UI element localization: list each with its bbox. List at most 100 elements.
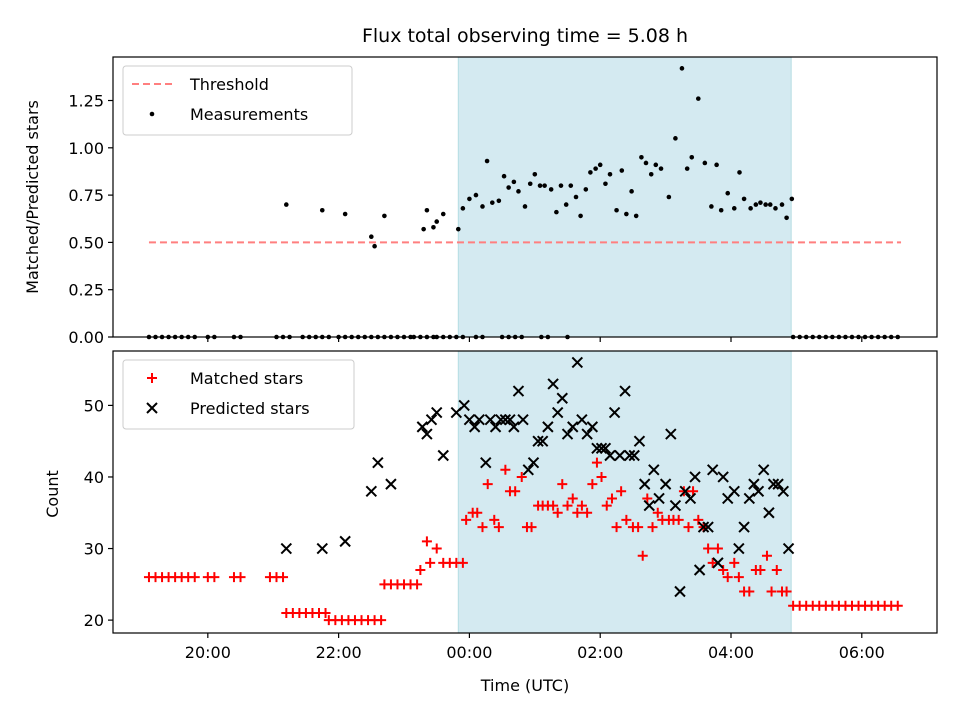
predicted-star-marker xyxy=(576,414,588,426)
predicted-star-marker xyxy=(604,449,616,462)
predicted-star-marker xyxy=(547,378,559,390)
matched-star-marker xyxy=(209,572,220,583)
y-tick-label: 0.75 xyxy=(68,186,104,205)
matched-star-marker xyxy=(729,557,740,568)
measurement-point xyxy=(588,170,593,175)
measurement-point xyxy=(527,181,533,187)
predicted-star-marker xyxy=(421,428,433,440)
measurement-point xyxy=(633,213,639,219)
measurement-point xyxy=(369,234,374,240)
predicted-star-marker xyxy=(468,421,481,433)
measurement-point xyxy=(758,200,763,205)
matched-star-marker xyxy=(421,536,432,547)
matched-star-marker xyxy=(572,507,583,518)
y-tick-label: 20 xyxy=(84,611,104,630)
matched-star-marker xyxy=(647,522,658,533)
legend-label: Measurements xyxy=(190,105,308,124)
matched-star-marker xyxy=(766,586,777,597)
predicted-star-marker xyxy=(623,449,636,462)
measurement-point xyxy=(467,196,472,202)
legend-predicted-swatch xyxy=(146,402,158,414)
matched-star-marker xyxy=(601,500,612,511)
matched-star-marker xyxy=(526,522,537,533)
measurement-point xyxy=(284,202,289,207)
predicted-star-marker xyxy=(702,521,714,533)
measurement-point xyxy=(440,211,446,217)
predicted-star-marker xyxy=(633,435,646,447)
predicted-star-marker xyxy=(643,499,655,512)
matched-star-marker xyxy=(616,486,627,497)
matched-star-marker xyxy=(722,572,733,583)
predicted-star-marker xyxy=(512,385,525,397)
measurement-point xyxy=(673,136,678,141)
matched-star-marker xyxy=(425,557,436,568)
y-tick-label: 0.00 xyxy=(68,328,104,347)
predicted-star-marker xyxy=(772,478,784,490)
x-tick-label: 02:00 xyxy=(577,643,623,662)
predicted-star-marker xyxy=(599,442,612,455)
measurement-point xyxy=(548,187,554,192)
legend-measurement-swatch xyxy=(149,111,155,117)
measurement-point xyxy=(597,162,603,168)
matched-star-marker xyxy=(707,557,718,568)
measurement-point xyxy=(763,202,768,207)
predicted-star-marker xyxy=(280,542,293,555)
x-tick-label: 00:00 xyxy=(446,643,492,662)
panel-ratio: 0.00 0.25 0.50 0.75 1.00 1.25 Matched/Predict… xyxy=(23,56,938,347)
matched-star-marker xyxy=(493,522,504,533)
predicted-star-marker xyxy=(551,406,564,419)
measurement-point xyxy=(460,206,466,211)
predicted-star-marker xyxy=(619,385,631,397)
legend-box xyxy=(122,65,353,136)
y-tick-label: 1.25 xyxy=(68,92,104,111)
predicted-star-marker xyxy=(614,449,626,462)
measurement-point xyxy=(501,173,507,179)
matched-star-marker xyxy=(712,543,723,554)
measurement-point xyxy=(773,206,778,211)
predicted-star-marker xyxy=(748,478,760,490)
matched-star-marker xyxy=(557,479,568,490)
measurement-point xyxy=(658,166,664,171)
predicted-star-marker xyxy=(757,464,770,476)
predicted-star-marker xyxy=(365,485,378,497)
measurement-point xyxy=(748,206,753,211)
measurement-point xyxy=(382,213,387,219)
axes-frame xyxy=(112,56,938,338)
predicted-star-marker xyxy=(679,485,691,497)
legend-label: Predicted stars xyxy=(190,399,310,418)
matched-star-marker xyxy=(633,522,644,533)
x-tick-label: 22:00 xyxy=(316,643,362,662)
measurement-point xyxy=(455,226,461,232)
predicted-star-marker xyxy=(782,542,795,555)
matched-star-marker xyxy=(516,471,527,482)
predicted-star-marker xyxy=(561,428,574,440)
matched-star-marker xyxy=(611,522,622,533)
predicted-star-marker xyxy=(728,485,740,497)
measurement-point xyxy=(789,196,795,202)
matched-star-marker xyxy=(235,572,246,583)
y-tick-label: 40 xyxy=(84,468,104,487)
measurement-point xyxy=(607,171,613,177)
measurement-point xyxy=(614,207,619,213)
matched-star-marker xyxy=(683,522,694,533)
matched-star-marker xyxy=(596,471,607,482)
measurement-point xyxy=(372,243,377,249)
predicted-star-marker xyxy=(437,449,449,462)
measurement-point xyxy=(737,170,742,175)
matched-star-marker xyxy=(781,586,792,597)
predicted-star-marker xyxy=(697,521,710,533)
matched-star-marker xyxy=(582,507,593,518)
measurement-point xyxy=(648,171,654,177)
y-axis-label-ratio: Matched/Predicted stars xyxy=(23,100,42,294)
measurement-point xyxy=(480,204,485,209)
predicted-star-marker xyxy=(484,414,497,426)
measurement-point xyxy=(731,206,737,211)
matched-star-marker xyxy=(482,479,493,490)
y-tick-label: 0.50 xyxy=(68,233,104,252)
predicted-star-marker xyxy=(339,535,351,548)
measurement-point xyxy=(554,209,559,215)
matched-star-marker xyxy=(461,514,472,525)
predicted-star-marker xyxy=(743,492,756,505)
predicted-star-marker xyxy=(385,478,397,490)
matched-star-marker xyxy=(642,493,653,504)
